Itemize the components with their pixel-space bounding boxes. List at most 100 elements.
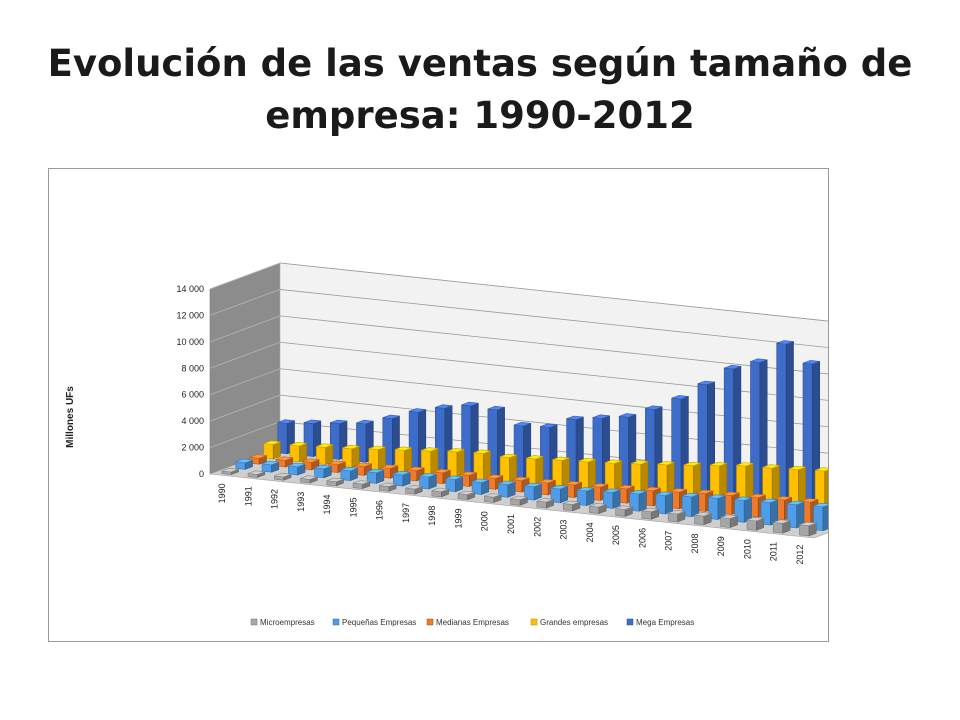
y-tick-label: 10 000 xyxy=(176,337,204,347)
x-category-label: 2006 xyxy=(637,528,647,548)
bar-top-face xyxy=(484,493,502,498)
x-category-label: 1992 xyxy=(270,489,280,509)
bar-pequenas-empresas-2008 xyxy=(708,494,726,520)
bar-top-face xyxy=(552,456,570,461)
bar-side-face xyxy=(299,442,308,463)
bar-top-face xyxy=(433,468,451,474)
bar-side-face xyxy=(638,490,647,512)
x-category-label: 2002 xyxy=(532,517,542,537)
legend-swatch xyxy=(530,618,538,626)
bar-top-face xyxy=(342,444,360,450)
bar-top-face xyxy=(326,477,344,483)
bar-top-face xyxy=(746,516,764,522)
bar-top-face xyxy=(577,487,595,492)
x-category-label: 2007 xyxy=(664,531,674,551)
x-category-label: 1990 xyxy=(217,483,227,503)
bar-top-face xyxy=(277,419,295,424)
bar-top-face xyxy=(459,471,477,476)
bar-medianas-empresas-1990 xyxy=(249,454,267,465)
bar-medianas-empresas-2002 xyxy=(564,481,582,499)
bar-top-face xyxy=(513,421,531,427)
bar-front-face xyxy=(667,512,679,523)
bar-top-face xyxy=(340,466,358,472)
x-category-label: 2009 xyxy=(716,536,726,556)
bar-top-face xyxy=(683,461,701,467)
bar-top-face xyxy=(498,480,516,486)
bar-side-face xyxy=(691,493,700,518)
bar-top-face xyxy=(354,462,372,468)
bar-top-face xyxy=(457,490,475,496)
bar-front-face xyxy=(720,517,731,528)
bar-top-face xyxy=(303,419,321,424)
bar-microempresas-2002 xyxy=(536,498,554,509)
bar-top-face xyxy=(407,466,425,471)
bar-top-face xyxy=(617,484,635,490)
legend-entry: Microempresas xyxy=(260,618,315,627)
bar-top-face xyxy=(263,440,281,445)
bar-top-face xyxy=(589,502,607,508)
bar-top-face xyxy=(526,455,544,460)
bar-top-face xyxy=(330,419,348,425)
bar-microempresas-2010 xyxy=(746,516,765,531)
x-category-label: 1995 xyxy=(348,497,358,517)
x-category-label: 1999 xyxy=(453,508,463,528)
legend-entry: Mega Empresas xyxy=(636,618,694,627)
bar-front-face xyxy=(772,522,784,534)
bar-microempresas-2009 xyxy=(720,514,738,528)
bar-microempresas-2008 xyxy=(694,512,712,526)
bar-top-face xyxy=(762,464,780,469)
x-category-label: 1994 xyxy=(322,495,332,515)
bar-top-face xyxy=(801,498,819,503)
slide-title-line-1: Evolución de las ventas según tamaño de xyxy=(47,42,913,85)
legend-swatch xyxy=(426,618,434,626)
gridline-side xyxy=(209,421,281,448)
bar-top-face xyxy=(510,495,528,501)
bar-top-face xyxy=(288,462,306,468)
legend-swatch xyxy=(332,618,340,626)
bar-top-face xyxy=(274,472,292,478)
bar-top-face xyxy=(750,358,768,363)
x-category-label: 2008 xyxy=(690,533,700,553)
x-category-label: 1991 xyxy=(243,486,253,506)
bar-top-face xyxy=(643,486,661,492)
x-category-label: 1996 xyxy=(375,500,385,520)
bar-top-face xyxy=(774,496,792,501)
x-category-label: 2000 xyxy=(480,511,490,531)
bar-top-face xyxy=(787,500,805,506)
x-category-label: 1993 xyxy=(296,492,306,512)
bar-top-face xyxy=(734,496,752,501)
bar-top-face xyxy=(379,482,397,487)
bar-microempresas-1992 xyxy=(274,472,292,481)
bar-top-face xyxy=(788,465,806,471)
bar-top-face xyxy=(314,464,332,470)
bar-top-face xyxy=(536,498,554,503)
x-category-label: 2012 xyxy=(795,545,805,565)
bar-microempresas-2004 xyxy=(589,502,607,515)
bar-microempresas-2000 xyxy=(484,493,502,503)
bar-pequenas-empresas-1991 xyxy=(261,460,280,473)
bar-top-face xyxy=(247,470,265,475)
bar-side-face xyxy=(325,444,334,466)
bar-top-face xyxy=(748,493,766,499)
bar-pequenas-empresas-1996 xyxy=(392,470,411,487)
bar-top-face xyxy=(473,449,491,454)
bar-top-face xyxy=(393,470,411,476)
bar-top-face xyxy=(566,415,584,421)
bar-top-face xyxy=(550,484,568,490)
legend-swatch xyxy=(626,618,634,626)
bar-side-face xyxy=(665,492,674,515)
bar-pequenas-empresas-1995 xyxy=(366,468,385,484)
bar-top-face xyxy=(487,405,505,411)
x-category-label: 2004 xyxy=(585,522,595,542)
bar-top-face xyxy=(300,475,318,480)
y-tick-label: 14 000 xyxy=(176,284,204,294)
bar-top-face xyxy=(641,507,659,513)
bar-front-face xyxy=(799,524,810,537)
bar-top-face xyxy=(657,461,675,466)
bar-microempresas-2007 xyxy=(667,509,686,523)
bar-pequenas-empresas-1994 xyxy=(340,466,358,482)
bar-top-face xyxy=(619,413,637,418)
bar-side-face xyxy=(822,504,828,532)
x-category-label: 2010 xyxy=(742,539,752,559)
